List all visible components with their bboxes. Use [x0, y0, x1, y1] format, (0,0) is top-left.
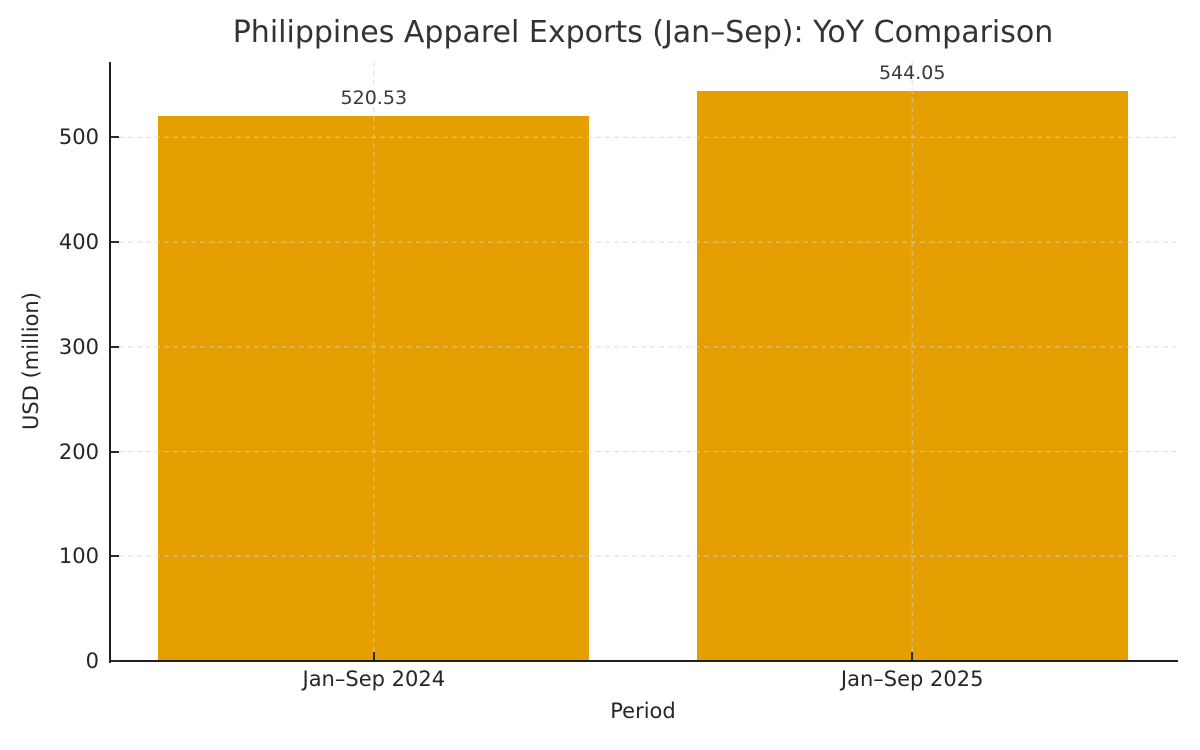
bar [158, 115, 590, 661]
y-tick-label: 200 [58, 439, 99, 464]
y-axis-label: USD (million) [19, 292, 43, 430]
x-tick-mark [372, 652, 375, 660]
y-tick-label: 400 [58, 230, 99, 255]
chart-title: Philippines Apparel Exports (Jan–Sep): Y… [232, 15, 1054, 50]
y-tick-label: 500 [58, 125, 99, 150]
y-tick-label: 0 [85, 649, 99, 673]
bar-value-label: 544.05 [878, 62, 946, 85]
y-tick-mark [111, 136, 119, 139]
y-tick-mark [111, 345, 119, 348]
x-tick-mark [911, 652, 914, 660]
y-tick-mark [111, 241, 119, 244]
x-axis-spine [109, 660, 1178, 662]
y-tick-mark [111, 660, 119, 662]
y-tick-mark [111, 450, 119, 453]
plot-area: 520.53 544.05 [110, 62, 1176, 661]
y-tick-mark [111, 555, 119, 558]
x-axis-label: Period [610, 699, 676, 723]
y-axis-spine [109, 62, 111, 663]
bar [696, 91, 1128, 661]
y-tick-label: 300 [58, 334, 99, 359]
y-tick-label: 100 [58, 544, 99, 569]
x-tick-label: Jan–Sep 2024 [302, 667, 446, 691]
bar-value-label: 520.53 [340, 86, 408, 109]
x-tick-label: Jan–Sep 2025 [840, 667, 984, 691]
